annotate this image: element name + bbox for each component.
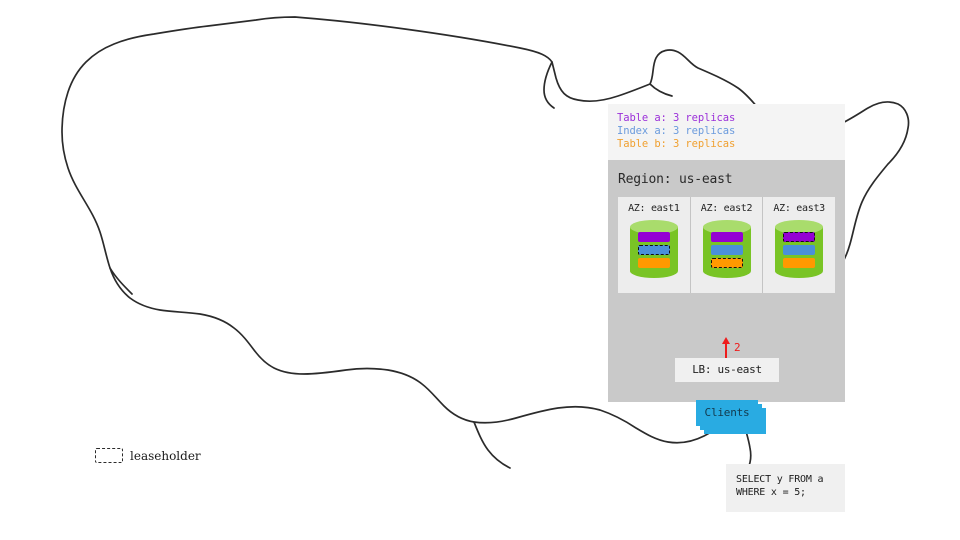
replica-table-b xyxy=(637,257,670,268)
clients-stack[interactable]: Clients xyxy=(696,399,766,434)
cylinder-top xyxy=(702,219,751,234)
az-cell-east1[interactable]: AZ: east1 xyxy=(618,197,690,293)
leaseholder-legend: leaseholder xyxy=(95,448,201,463)
replica-index-a xyxy=(710,244,743,255)
step-number-2: 2 xyxy=(734,340,741,354)
legend-item-table-a: Table a: 3 replicas xyxy=(617,112,736,124)
replica-table-a xyxy=(710,231,743,242)
az-cell-east2[interactable]: AZ: east2 xyxy=(689,196,763,293)
replica-table-a xyxy=(637,231,670,242)
database-node-east1[interactable] xyxy=(629,219,678,278)
legend-item-table-b: Table b: 3 replicas xyxy=(617,138,736,151)
legend-item-index-a: Index a: 3 replicas xyxy=(617,125,736,138)
az-container: AZ: east1 AZ: east2 xyxy=(618,196,835,293)
replica-table-a-leaseholder xyxy=(783,231,816,242)
replica-bars xyxy=(630,231,678,276)
replica-table-b-leaseholder xyxy=(710,257,743,268)
az-cell-east3[interactable]: AZ: east3 xyxy=(762,196,835,293)
replica-index-a xyxy=(783,244,816,255)
replica-legend: Table a: 3 replicas Index a: 3 replicas … xyxy=(608,104,845,160)
replica-table-b xyxy=(783,257,816,268)
load-balancer-box[interactable]: LB: us-east xyxy=(675,357,779,382)
sql-query-box: SELECT y FROM a WHERE x = 5; xyxy=(726,463,845,512)
leaseholder-legend-label: leaseholder xyxy=(130,448,201,463)
az-label: AZ: east3 xyxy=(773,202,825,214)
region-panel: Table a: 3 replicas Index a: 3 replicas … xyxy=(608,104,845,512)
clients-label: Clients xyxy=(696,399,758,426)
az-label: AZ: east2 xyxy=(700,202,753,214)
cylinder-top xyxy=(629,219,678,234)
replica-bars xyxy=(775,231,823,276)
replica-index-a-leaseholder xyxy=(637,244,670,255)
az-label: AZ: east1 xyxy=(628,202,680,214)
dashed-rect-icon xyxy=(95,448,123,463)
region-title: Region: us-east xyxy=(618,171,733,187)
replica-bars xyxy=(703,231,751,276)
cylinder-top xyxy=(775,219,824,234)
region-container: Region: us-east AZ: east1 xyxy=(608,159,845,512)
sql-line-2: WHERE x = 5; xyxy=(736,486,806,498)
sql-line-1: SELECT y FROM a xyxy=(736,473,824,485)
database-node-east2[interactable] xyxy=(702,219,751,278)
database-node-east3[interactable] xyxy=(775,219,824,278)
